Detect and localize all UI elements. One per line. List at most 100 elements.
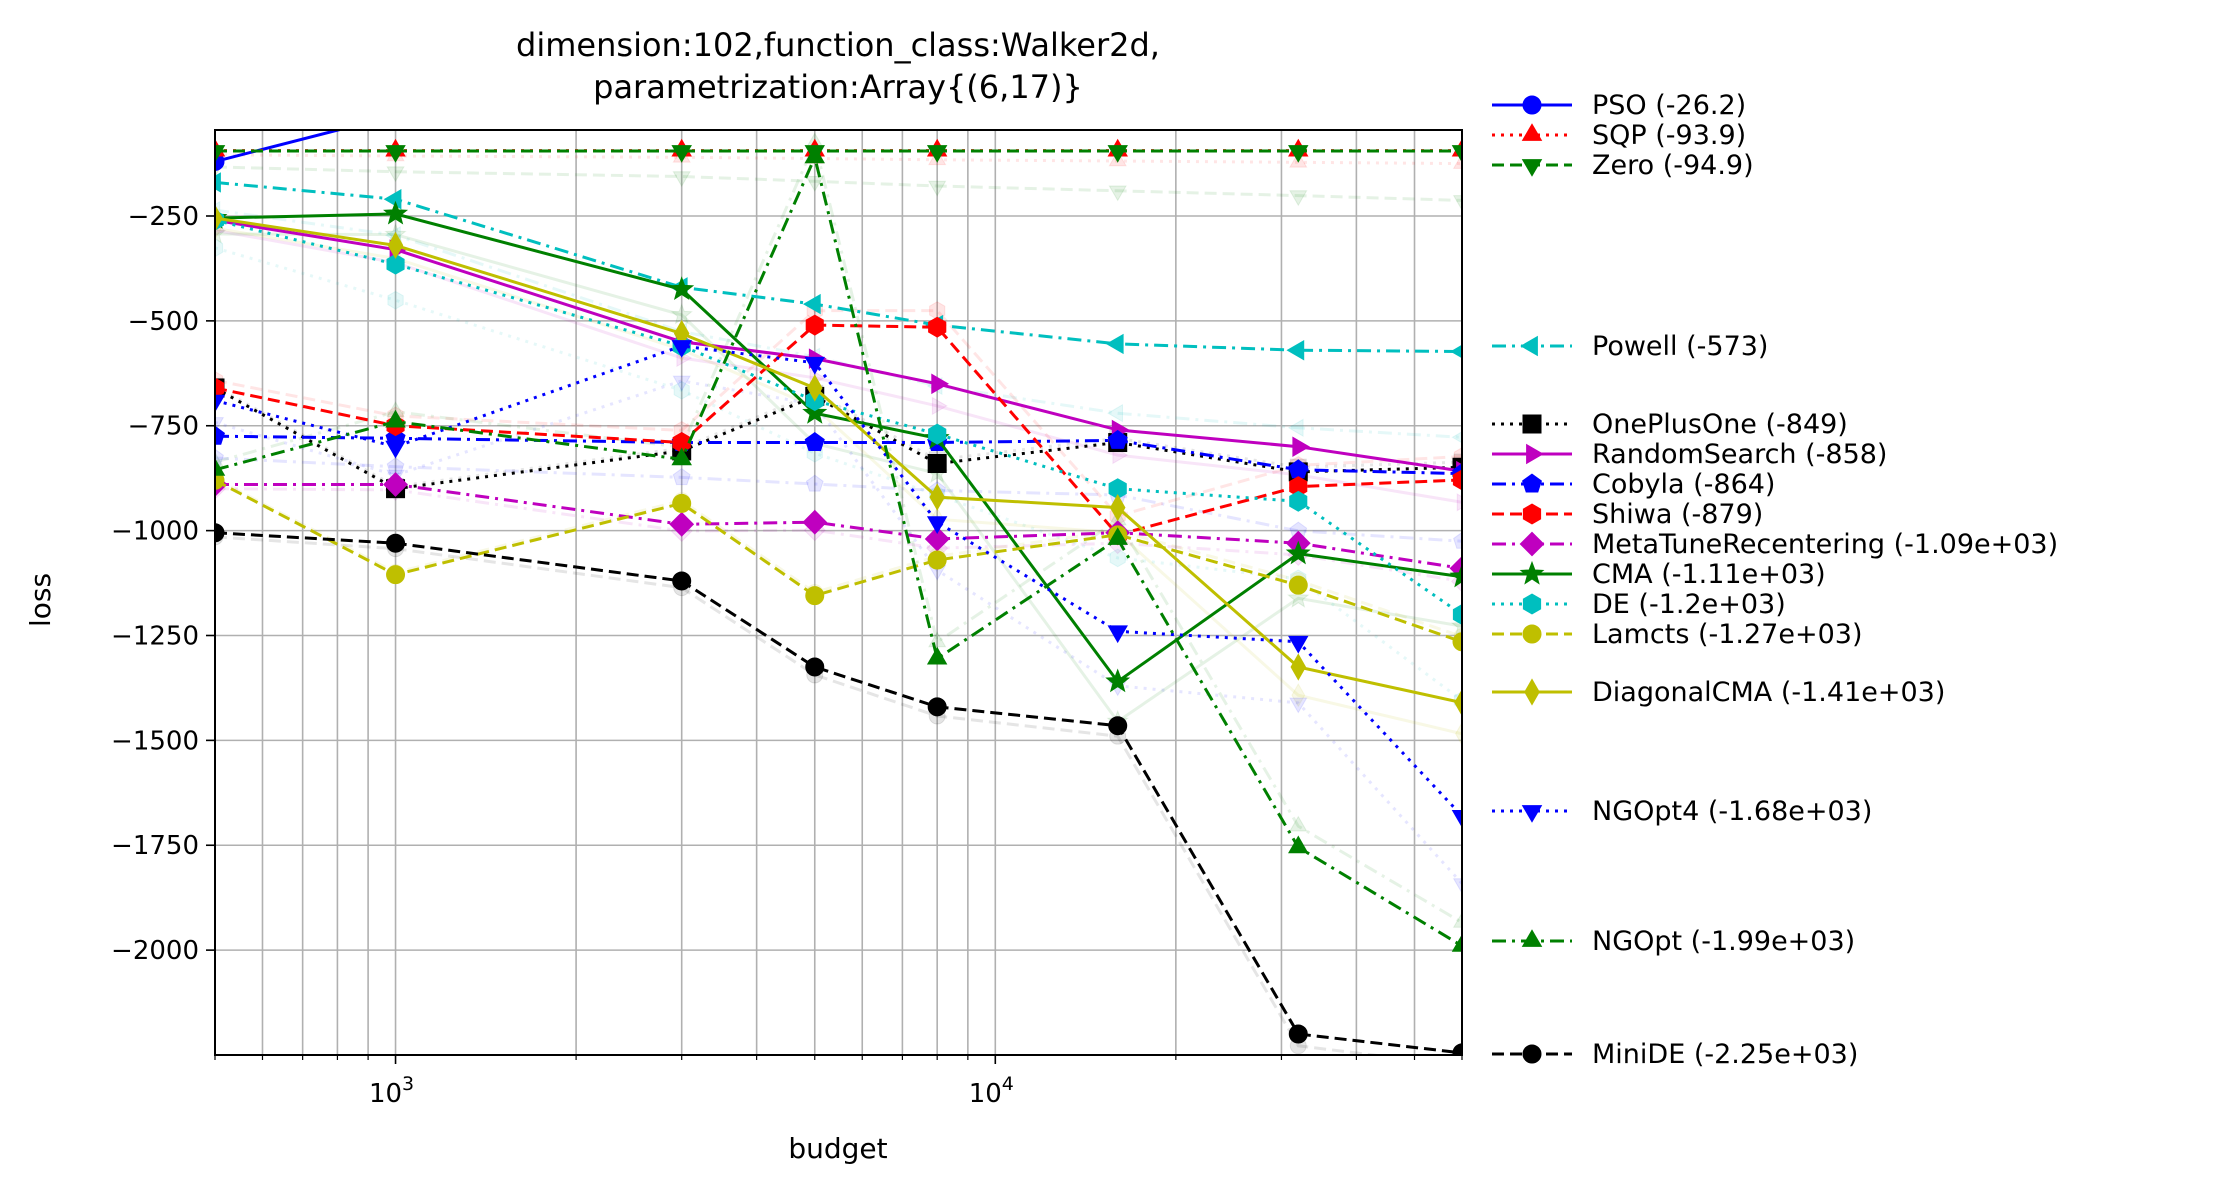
series-line <box>215 434 1462 476</box>
data-point <box>386 253 405 275</box>
legend-entry: Zero (-94.9) <box>1492 150 1754 181</box>
legend-label: DE (-1.2e+03) <box>1592 589 1786 620</box>
data-point <box>1452 1043 1462 1055</box>
faint-point <box>672 467 691 486</box>
faint-point <box>672 171 691 188</box>
faint-point <box>215 222 227 244</box>
data-point <box>671 447 692 466</box>
x-axis-label: budget <box>788 1132 887 1165</box>
data-point <box>805 657 825 677</box>
data-point <box>926 516 948 535</box>
data-point <box>385 440 406 459</box>
legend-label: PSO (-26.2) <box>1592 90 1746 121</box>
data-point <box>931 373 949 395</box>
faint-point <box>1452 195 1462 212</box>
legend-marker <box>1522 473 1542 493</box>
legend-marker <box>1522 414 1542 434</box>
faint-series-line <box>215 165 1462 202</box>
data-point <box>1108 716 1128 736</box>
faint-point <box>215 448 224 466</box>
data-point <box>926 646 948 665</box>
data-point <box>383 200 409 225</box>
data-point <box>672 571 692 591</box>
legend-label: Shiwa (-879) <box>1592 499 1763 530</box>
series-line <box>215 130 345 163</box>
legend-label: CMA (-1.11e+03) <box>1592 559 1826 590</box>
faint-point <box>387 290 404 310</box>
series-line <box>215 212 1462 684</box>
axis-ticks: −250 −500 −750 −1000 −1250 −1500 −1750 −2000 103… <box>111 202 1463 1109</box>
legend-marker <box>1521 159 1543 177</box>
series-ngopt <box>215 145 1462 952</box>
data-point <box>1107 429 1128 449</box>
data-point <box>1105 333 1124 355</box>
data-point <box>1451 810 1462 828</box>
faint-point <box>805 176 824 192</box>
faint-point <box>673 380 690 400</box>
legend-entry: DiagonalCMA (-1.41e+03) <box>1492 677 1945 708</box>
faint-point <box>386 166 405 183</box>
legend-entry: NGOpt4 (-1.68e+03) <box>1492 796 1872 827</box>
legend-label: Powell (-573) <box>1592 331 1768 362</box>
data-point <box>1450 344 1462 359</box>
data-point <box>215 145 226 163</box>
faint-point <box>1451 431 1462 444</box>
data-point <box>215 458 226 476</box>
data-point <box>805 314 824 336</box>
faint-point <box>672 375 691 392</box>
y-tick-label: −500 <box>128 307 199 337</box>
faint-series-line <box>215 535 1386 1055</box>
data-point <box>805 586 825 606</box>
legend-label: NGOpt (-1.99e+03) <box>1592 926 1855 957</box>
data-point <box>1290 653 1307 681</box>
data-point <box>215 523 225 543</box>
legend-label: NGOpt4 (-1.68e+03) <box>1592 796 1872 827</box>
data-point <box>802 293 821 315</box>
data-point <box>215 172 221 193</box>
legend-label: SQP (-93.9) <box>1592 120 1746 151</box>
data-point <box>1288 835 1309 854</box>
legend-entry: PSO (-26.2) <box>1492 90 1746 121</box>
x-tick-label: 104 <box>969 1073 1014 1109</box>
x-tick-label: 103 <box>369 1073 414 1109</box>
data-point <box>1105 668 1131 693</box>
data-point <box>1449 563 1462 588</box>
faint-series-line <box>215 153 1462 166</box>
data-point <box>804 356 825 375</box>
legend-marker <box>1522 503 1542 525</box>
data-point <box>1292 436 1311 457</box>
data-point <box>383 189 402 210</box>
legend-marker <box>1520 335 1538 357</box>
data-point <box>1288 635 1309 654</box>
series-line <box>215 386 1462 491</box>
faint-series-line <box>215 138 1462 924</box>
data-point <box>215 425 225 445</box>
faint-point <box>215 238 224 258</box>
data-point <box>1109 493 1126 522</box>
faint-point <box>1289 697 1308 714</box>
faint-point <box>1452 911 1462 928</box>
data-point <box>1286 340 1305 361</box>
y-tick-label: −1500 <box>111 726 199 756</box>
series-minide <box>215 523 1462 1055</box>
faint-series-line <box>215 456 1462 543</box>
legend-marker <box>1521 929 1543 947</box>
legend-entry: MetaTuneRecentering (-1.09e+03) <box>1492 529 2058 560</box>
data-point <box>807 374 823 402</box>
series-line <box>215 218 1462 616</box>
y-tick-label: −750 <box>128 412 199 442</box>
data-point <box>671 340 692 358</box>
data-point <box>927 550 947 570</box>
legend-entry: Cobyla (-864) <box>1492 469 1775 500</box>
faint-point <box>1289 190 1308 207</box>
legend-marker <box>1521 805 1543 823</box>
legend-entry: Powell (-573) <box>1492 331 1768 362</box>
legend-entry: DE (-1.2e+03) <box>1492 589 1786 620</box>
data-point <box>802 509 828 535</box>
data-point <box>927 697 947 717</box>
legend-entry: RandomSearch (-858) <box>1492 439 1887 470</box>
legend-marker <box>1519 531 1545 557</box>
faint-point <box>1455 721 1462 747</box>
y-axis-label: loss <box>24 573 57 627</box>
faint-point <box>1287 586 1310 608</box>
